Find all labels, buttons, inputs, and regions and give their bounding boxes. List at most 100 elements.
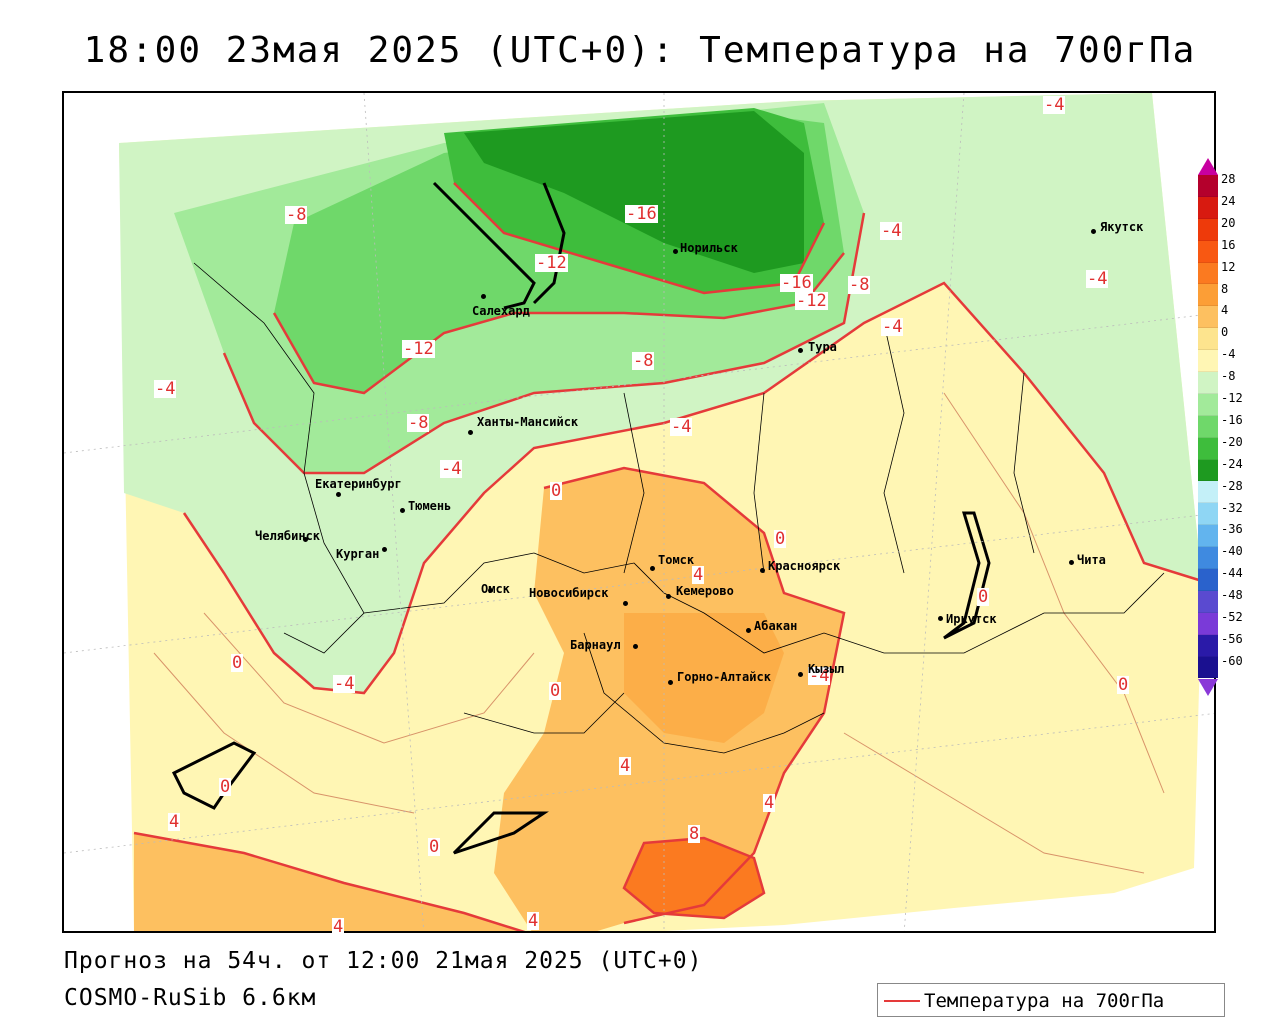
isotherm-value-label: -4	[154, 379, 177, 399]
colorbar-cell	[1198, 437, 1218, 460]
colorbar	[1198, 175, 1218, 679]
isotherm-value-label: -4	[670, 417, 693, 437]
city-label: Челябинск	[255, 529, 321, 543]
isotherm-value-label: 0	[231, 653, 244, 673]
city-dot	[798, 672, 803, 677]
isotherm-value-label: 0	[428, 837, 441, 857]
colorbar-tick-label: 12	[1221, 259, 1236, 274]
legend-box: Температура на 700гПа	[877, 983, 1225, 1017]
isotherm-value-label: 0	[550, 481, 563, 501]
city-label: Чита	[1077, 553, 1106, 567]
colorbar-tick-label: 24	[1221, 193, 1236, 208]
city-dot	[666, 594, 671, 599]
city-dot	[746, 628, 751, 633]
colorbar-bottom-arrow-icon	[1198, 678, 1218, 696]
isotherm-value-label: 4	[168, 812, 181, 832]
isotherm-value-label: 0	[549, 681, 562, 701]
colorbar-cell	[1198, 284, 1218, 307]
isotherm-value-label: -4	[440, 459, 463, 479]
colorbar-tick-label: -40	[1221, 544, 1243, 559]
city-label: Кызыл	[808, 662, 845, 676]
city-dot	[488, 588, 493, 593]
isotherm-value-label: -16	[625, 204, 658, 224]
colorbar-cell	[1198, 196, 1218, 219]
temp-zone-plus4-south	[134, 833, 522, 931]
colorbar-tick-label: -4	[1221, 347, 1236, 362]
city-dot	[468, 430, 473, 435]
isotherm-value-label: 0	[774, 529, 787, 549]
isotherm-value-label: -4	[880, 221, 903, 241]
legend-label: Температура на 700гПа	[924, 990, 1165, 1012]
isotherm-value-label: 0	[1117, 675, 1130, 695]
isotherm-value-label: -4	[881, 317, 904, 337]
colorbar-tick-label: 28	[1221, 172, 1236, 186]
city-dot	[382, 547, 387, 552]
colorbar-tick-label: -16	[1221, 412, 1243, 427]
colorbar-tick-label: -12	[1221, 391, 1243, 405]
city-label: Омск	[481, 582, 510, 596]
isotherm-value-label: 4	[619, 756, 632, 776]
colorbar-cell	[1198, 415, 1218, 438]
colorbar-tick-label: -60	[1221, 653, 1243, 668]
colorbar-tick-label: 4	[1221, 303, 1229, 318]
city-label: Красноярск	[768, 559, 841, 573]
isotherm-value-label: 4	[332, 917, 345, 937]
graticule	[64, 93, 1214, 931]
colorbar-cell	[1198, 240, 1218, 263]
isotherm-value-label: -12	[795, 291, 828, 311]
colorbar-tick-label: 20	[1221, 215, 1236, 230]
city-dot	[1069, 560, 1074, 565]
colorbar-tick-label: -56	[1221, 631, 1243, 646]
colorbar-cell	[1198, 634, 1218, 657]
colorbar-cell	[1198, 569, 1218, 591]
legend-line-swatch	[884, 1000, 920, 1002]
colorbar-cell	[1198, 372, 1218, 394]
city-label: Томск	[658, 553, 695, 567]
map-title: 18:00 23мая 2025 (UTC+0): Температура на…	[83, 30, 1197, 71]
city-label: Горно-Алтайск	[677, 670, 771, 684]
isotherm-value-label: -12	[402, 339, 435, 359]
isotherm-value-label: 8	[688, 824, 701, 844]
city-dot	[400, 508, 405, 513]
colorbar-cell	[1198, 612, 1218, 635]
colorbar-tick-label: -44	[1221, 566, 1243, 581]
isotherm-value-label: -8	[632, 351, 655, 371]
temperature-field-map	[64, 93, 1214, 931]
colorbar-cell	[1198, 175, 1218, 197]
colorbar-tick-label: 0	[1221, 325, 1229, 340]
city-label: Тюмень	[408, 499, 452, 513]
isotherm-value-label: -4	[1086, 269, 1109, 289]
city-label: Тура	[808, 340, 837, 354]
isotherm-value-label: 0	[977, 587, 990, 607]
colorbar-cell	[1198, 218, 1218, 241]
city-dot	[336, 492, 341, 497]
colorbar-cell	[1198, 503, 1218, 526]
temp-zone-minus20	[464, 111, 804, 273]
isotherm-value-label: 0	[219, 777, 232, 797]
colorbar-cell	[1198, 393, 1218, 416]
city-label: Кемерово	[676, 584, 734, 598]
map-area	[62, 91, 1216, 933]
city-dot	[303, 537, 308, 542]
isotherms	[133, 182, 1203, 931]
colorbar-tick-label: -8	[1221, 369, 1236, 384]
city-dot	[650, 566, 655, 571]
colorbar-cell	[1198, 459, 1218, 482]
colorbar-tick-label: -36	[1221, 522, 1243, 537]
colorbar-cell	[1198, 525, 1218, 548]
colorbar-cell	[1198, 328, 1218, 351]
colorbar-tick-label: -20	[1221, 434, 1243, 449]
colorbar-cell	[1198, 590, 1218, 613]
isotherm-value-label: -8	[848, 275, 871, 295]
isotherm-value-label: -8	[285, 205, 308, 225]
city-label: Ханты-Мансийск	[477, 415, 579, 429]
colorbar-cell	[1198, 262, 1218, 285]
colorbar-cell	[1198, 350, 1218, 373]
city-label: Барнаул	[570, 638, 621, 652]
isotherm-value-label: 4	[763, 793, 776, 813]
colorbar-cell	[1198, 306, 1218, 329]
city-label: Норильск	[680, 241, 738, 255]
colorbar-cell	[1198, 656, 1218, 679]
isotherm-value-label: -8	[407, 413, 430, 433]
colorbar-tick-label: -28	[1221, 478, 1243, 493]
